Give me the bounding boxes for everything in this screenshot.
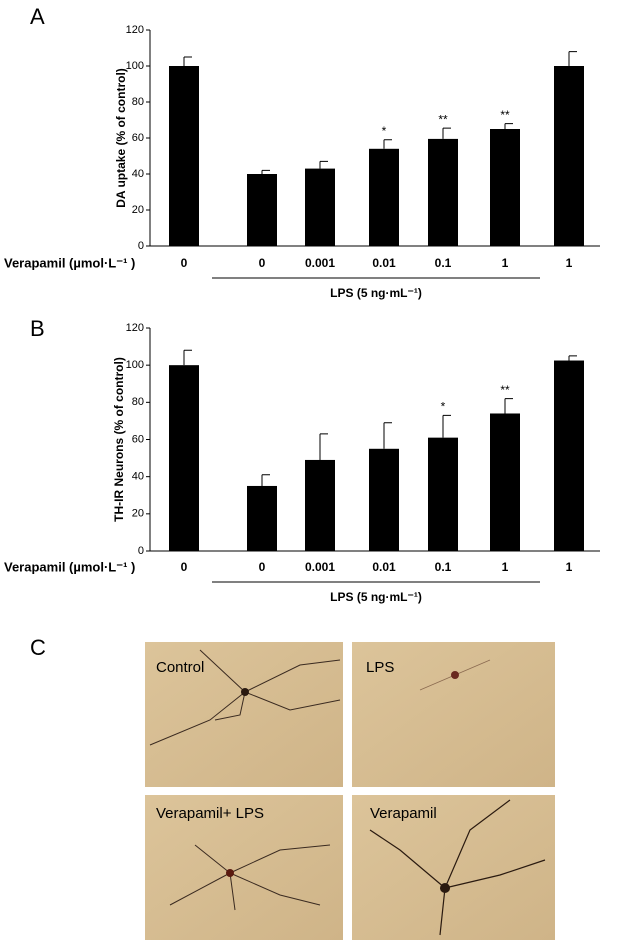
error-bar xyxy=(319,160,328,169)
x-tick-label: 0.01 xyxy=(372,256,396,270)
y-tick-label: 60 xyxy=(132,433,144,445)
significance: * xyxy=(382,124,387,138)
micrograph: Verapamil xyxy=(352,795,555,940)
x-tick-label: 0 xyxy=(181,256,188,270)
x-tick-label: 1 xyxy=(566,560,573,574)
significance: * xyxy=(441,400,446,414)
image-label: Verapamil xyxy=(370,805,437,822)
error-bar xyxy=(442,414,451,438)
error-bar xyxy=(504,123,513,129)
significance: ** xyxy=(500,108,510,122)
y-tick-label: 120 xyxy=(126,322,144,334)
bar xyxy=(369,448,399,551)
image-label: Control xyxy=(156,659,204,676)
bar xyxy=(305,168,335,246)
y-tick-label: 120 xyxy=(126,24,144,36)
significance: ** xyxy=(500,383,510,397)
bar xyxy=(169,66,199,246)
y-tick-label: 0 xyxy=(138,545,144,557)
x-tick-label: 0.01 xyxy=(372,560,396,574)
group-label: LPS (5 ng·mL⁻¹) xyxy=(330,286,422,300)
error-bar xyxy=(319,433,328,460)
bar xyxy=(169,365,199,551)
error-bar xyxy=(442,127,451,139)
x-tick-label: 0 xyxy=(259,256,266,270)
y-tick-label: 40 xyxy=(132,471,144,483)
micrograph: LPS xyxy=(352,642,555,787)
image-label: LPS xyxy=(366,659,394,676)
error-bar xyxy=(568,355,577,361)
error-bar xyxy=(383,139,392,149)
error-bar xyxy=(504,398,513,414)
error-bar xyxy=(261,474,270,486)
panel-label: B xyxy=(30,316,45,341)
bar xyxy=(247,485,277,551)
x-tick-label: 0.1 xyxy=(435,256,452,270)
error-bar xyxy=(383,422,392,449)
group-label: LPS (5 ng·mL⁻¹) xyxy=(330,590,422,604)
error-bar xyxy=(261,169,270,174)
bar xyxy=(554,360,584,551)
micrograph: Control xyxy=(145,642,343,787)
x-tick-label: 1 xyxy=(566,256,573,270)
bar xyxy=(247,174,277,246)
x-tick-label: 0.001 xyxy=(305,256,335,270)
y-tick-label: 20 xyxy=(132,508,144,520)
error-bar xyxy=(183,56,192,66)
x-tick-label: 1 xyxy=(502,256,509,270)
image-label: Verapamil+ LPS xyxy=(156,805,264,822)
y-axis-label: TH-IR Neurons (% of control) xyxy=(112,357,126,522)
bar xyxy=(428,138,458,246)
y-tick-label: 20 xyxy=(132,204,144,216)
micrograph: Verapamil+ LPS xyxy=(145,795,343,940)
bar xyxy=(369,148,399,246)
panel-label: A xyxy=(30,4,45,29)
error-bar xyxy=(183,349,192,366)
x-tick-label: 0.001 xyxy=(305,560,335,574)
bar xyxy=(554,66,584,246)
significance: ** xyxy=(438,112,448,126)
x-tick-label: 0 xyxy=(181,560,188,574)
y-tick-label: 0 xyxy=(138,240,144,252)
x-axis-label: Verapamil (µmol·L⁻¹ ) xyxy=(4,559,135,574)
x-tick-label: 1 xyxy=(502,560,509,574)
y-tick-label: 100 xyxy=(126,359,144,371)
error-bar xyxy=(568,51,577,66)
y-axis-label: DA uptake (% of control) xyxy=(114,68,128,208)
x-tick-label: 0 xyxy=(259,560,266,574)
y-tick-label: 80 xyxy=(132,396,144,408)
y-tick-label: 100 xyxy=(126,60,144,72)
bar xyxy=(428,437,458,551)
bar xyxy=(305,459,335,551)
bar xyxy=(490,413,520,551)
y-tick-label: 60 xyxy=(132,132,144,144)
panel-label: C xyxy=(30,635,46,660)
y-tick-label: 80 xyxy=(132,96,144,108)
bar xyxy=(490,129,520,246)
x-axis-label: Verapamil (µmol·L⁻¹ ) xyxy=(4,255,135,270)
y-tick-label: 40 xyxy=(132,168,144,180)
x-tick-label: 0.1 xyxy=(435,560,452,574)
